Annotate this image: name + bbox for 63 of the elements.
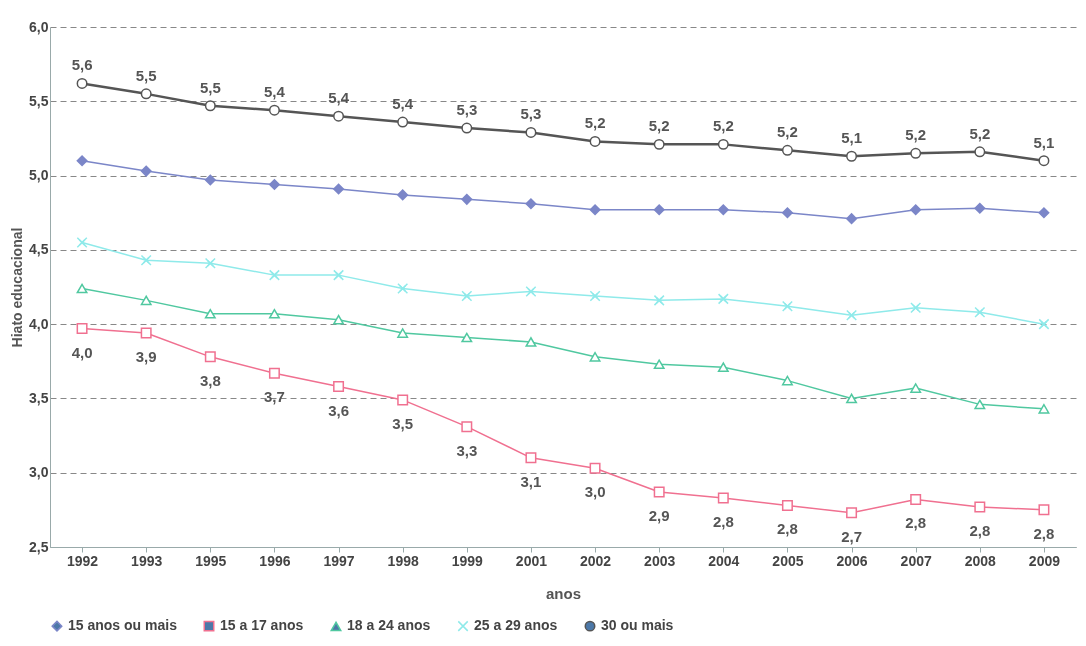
- data-label: 5,5: [199, 78, 221, 96]
- x-tick-label: 2005: [772, 552, 804, 569]
- x-tick-label: 2003: [644, 552, 676, 569]
- legend-label: 15 a 17 anos: [220, 617, 304, 634]
- data-label: 3,9: [135, 348, 157, 366]
- data-label: 4,0: [71, 343, 93, 361]
- data-label: 5,3: [456, 101, 478, 119]
- x-tick-label: 1999: [451, 552, 484, 569]
- data-label: 3,0: [584, 483, 606, 501]
- x-tick-label: 2007: [900, 552, 932, 569]
- data-label: 5,4: [328, 89, 350, 107]
- x-tick-label: 2002: [579, 552, 612, 569]
- y-tick-label: 2,5: [29, 538, 49, 555]
- data-label: 2,8: [905, 514, 927, 532]
- x-tick-label: 1998: [387, 552, 419, 569]
- data-label: 2,7: [841, 527, 862, 545]
- data-label: 3,3: [456, 441, 478, 459]
- legend-label: 30 ou mais: [601, 617, 674, 634]
- y-tick-label: 3,5: [29, 389, 49, 406]
- data-label: 5,2: [905, 126, 927, 144]
- data-label: 5,2: [648, 117, 670, 135]
- data-label: 2,8: [777, 520, 798, 538]
- data-label: 5,2: [777, 123, 798, 141]
- legend-label: 15 anos ou mais: [68, 617, 178, 634]
- x-tick-label: 2004: [708, 552, 740, 569]
- data-label: 5,1: [1033, 133, 1055, 151]
- data-label: 3,5: [392, 414, 414, 432]
- y-tick-label: 5,5: [29, 92, 49, 109]
- y-tick-label: 6,0: [29, 18, 49, 35]
- x-tick-label: 1993: [131, 552, 163, 569]
- data-label: 5,2: [969, 124, 991, 142]
- data-label: 5,3: [520, 105, 542, 123]
- legend-label: 18 a 24 anos: [347, 617, 431, 634]
- y-tick-label: 5,0: [29, 167, 49, 184]
- x-tick-label: 2008: [964, 552, 997, 569]
- data-label: 3,8: [199, 371, 221, 389]
- data-label: 5,6: [71, 56, 93, 74]
- data-label: 2,8: [1033, 524, 1055, 542]
- x-tick-label: 1992: [66, 552, 99, 569]
- data-label: 5,4: [392, 95, 414, 113]
- data-label: 3,7: [264, 388, 285, 406]
- y-tick-label: 3,0: [29, 464, 49, 481]
- data-label: 3,6: [328, 401, 349, 419]
- x-tick-label: 2009: [1028, 552, 1061, 569]
- x-tick-label: 1995: [195, 552, 227, 569]
- y-tick-label: 4,5: [29, 241, 49, 258]
- data-label: 2,9: [648, 507, 670, 525]
- x-tick-label: 2001: [515, 552, 548, 569]
- data-label: 3,1: [520, 472, 542, 490]
- data-label: 5,1: [841, 129, 862, 147]
- x-axis-title: anos: [545, 584, 582, 602]
- data-label: 2,8: [969, 521, 991, 539]
- data-label: 5,2: [712, 117, 734, 135]
- x-tick-label: 2006: [836, 552, 868, 569]
- legend-label: 25 a 29 anos: [474, 617, 558, 634]
- data-label: 5,2: [584, 114, 606, 132]
- data-label: 2,8: [712, 512, 734, 530]
- data-label: 5,5: [135, 66, 157, 84]
- x-tick-label: 1997: [323, 552, 355, 569]
- y-tick-label: 4,0: [29, 315, 49, 332]
- y-axis-title: Hiato educacional: [9, 227, 26, 348]
- x-tick-label: 1996: [259, 552, 291, 569]
- data-label: 5,4: [264, 83, 286, 101]
